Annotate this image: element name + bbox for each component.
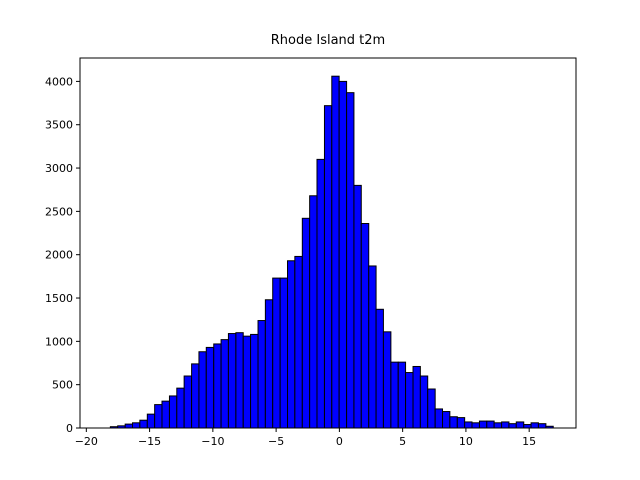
y-tick-label: 3000 [45,162,73,175]
bar [434,408,444,429]
bar [168,395,178,429]
x-tick-label: 0 [336,435,343,448]
bar [346,92,355,429]
y-tick-label: 2500 [45,205,73,218]
bar [338,80,348,429]
bar [360,223,370,429]
bar [294,255,303,429]
bar [515,421,525,429]
plot-frame [79,57,577,429]
x-tick-label: −5 [268,435,284,448]
bar [456,417,466,429]
bar [427,388,436,429]
bar [390,361,399,429]
bar [419,375,429,429]
x-tick-label: −10 [201,435,224,448]
x-tick-label: 10 [459,435,473,448]
x-tick-label: 15 [522,435,536,448]
bar [198,351,207,429]
bar [220,339,229,429]
bar [161,400,170,429]
bar [412,365,421,429]
bar [213,343,222,429]
bar [493,422,503,429]
bar [272,277,281,429]
y-tick-label: 3500 [45,119,73,132]
y-tick-label: 4000 [45,75,73,88]
bar [449,416,458,429]
bar [368,265,377,429]
bar [139,419,148,429]
bar [235,332,244,429]
bar [331,75,340,429]
bar [316,158,325,429]
bar [183,375,193,429]
bar [530,422,539,429]
y-tick-label: 2000 [45,249,73,262]
bar [132,422,141,429]
bar [382,331,392,429]
bar [279,277,289,429]
bar [257,320,266,429]
bar [323,105,333,429]
bar [523,424,532,429]
y-tick-label: 0 [66,422,73,435]
bar [501,421,510,429]
bar [397,361,407,429]
chart-title: Rhode Island t2m [271,33,385,48]
bar [146,413,156,429]
bar [442,411,451,429]
y-tick-label: 500 [52,379,73,392]
bar [154,404,163,429]
bar [227,333,237,429]
bar [353,184,362,429]
y-tick-label: 1500 [45,292,73,305]
x-tick-label: 5 [399,435,406,448]
bar [287,260,296,429]
bar [508,423,517,429]
bar [464,421,473,429]
bar [486,420,495,429]
y-tick-label: 1000 [45,335,73,348]
bar [405,372,414,429]
bar [537,423,547,429]
bar [301,217,311,429]
bar [176,387,185,429]
bar [471,422,480,429]
bar [242,335,252,429]
bar [191,363,200,429]
bar [205,346,215,429]
x-tick-label: −15 [138,435,161,448]
bar [264,299,274,429]
bar [250,333,259,429]
bar [478,420,488,429]
bar [124,423,134,429]
x-tick-label: −20 [75,435,98,448]
bar [309,195,318,429]
bar [375,308,384,429]
